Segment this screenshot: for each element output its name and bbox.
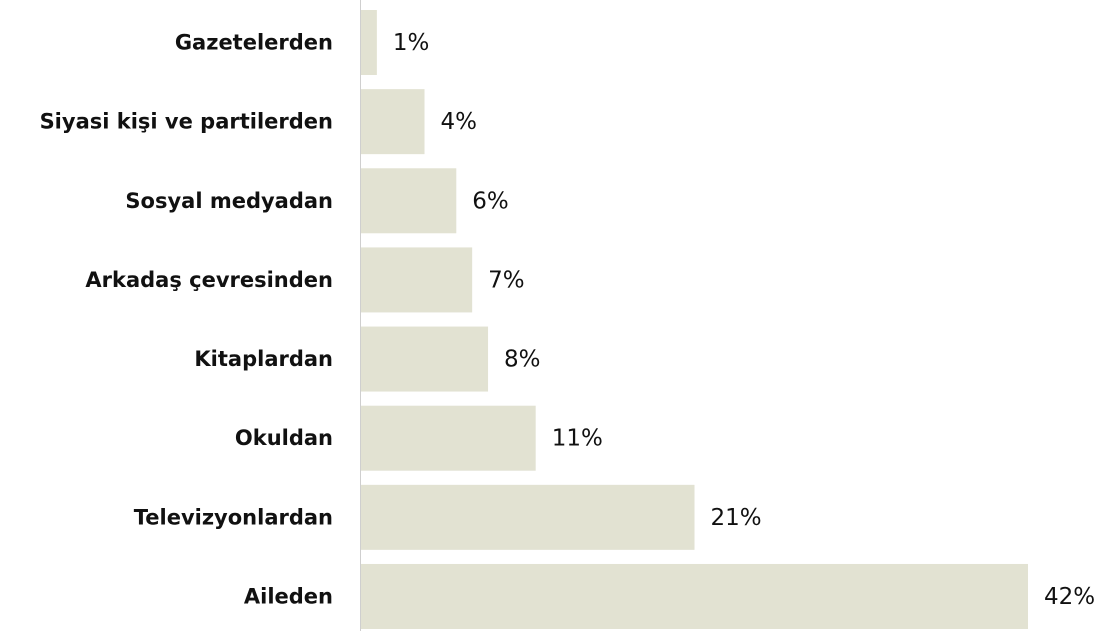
bar	[361, 168, 457, 234]
bar	[361, 247, 473, 313]
value-label: 4%	[441, 109, 478, 135]
bar	[361, 89, 425, 155]
value-label: 21%	[711, 505, 762, 531]
y-tick-label: Siyasi kişi ve partilerden	[40, 110, 333, 134]
y-tick-label: Televizyonlardan	[134, 505, 333, 529]
y-tick-label: Aileden	[244, 584, 333, 608]
bar	[361, 405, 536, 471]
y-tick-label: Kitaplardan	[194, 347, 333, 371]
bar	[361, 326, 489, 392]
value-label: 42%	[1044, 584, 1095, 610]
y-tick-label: Gazetelerden	[175, 31, 333, 55]
bar	[361, 484, 695, 550]
bar	[361, 563, 1028, 629]
value-label: 11%	[552, 426, 603, 452]
value-label: 6%	[472, 188, 509, 214]
value-label: 1%	[393, 30, 430, 56]
y-tick-label: Sosyal medyadan	[125, 189, 333, 213]
value-label: 8%	[504, 347, 541, 373]
y-tick-label: Arkadaş çevresinden	[85, 268, 333, 292]
y-tick-label: Okuldan	[235, 426, 333, 450]
value-label: 7%	[488, 267, 524, 293]
bar	[361, 10, 377, 75]
